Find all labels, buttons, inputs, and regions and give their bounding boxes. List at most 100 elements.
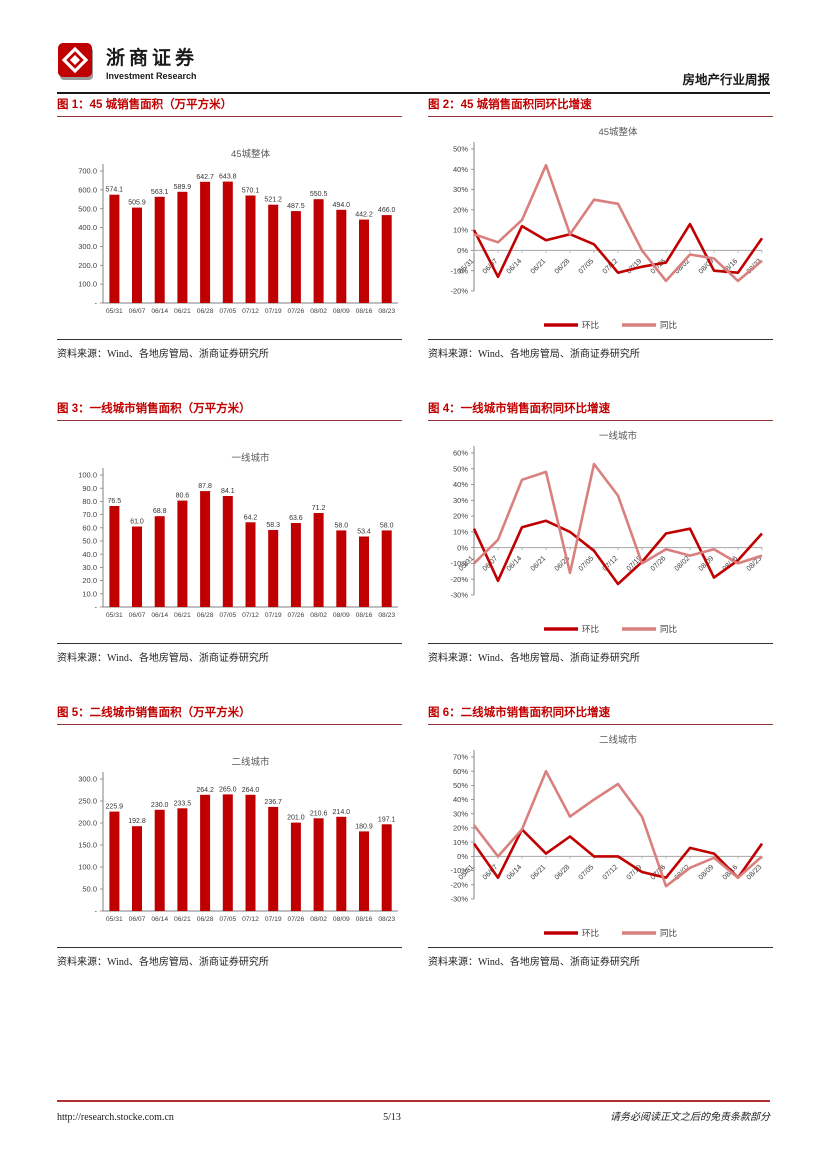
bar-value-label: 58.0 <box>380 522 394 529</box>
y-tick-label: 70% <box>453 753 468 762</box>
legend-label: 同比 <box>660 320 677 330</box>
x-tick-label: 08/09 <box>333 612 350 619</box>
y-tick-label: 100.0 <box>78 471 97 480</box>
chart-title: 45城整体 <box>598 126 638 138</box>
x-tick-label: 08/02 <box>310 612 327 619</box>
x-tick-label: 08/23 <box>378 612 395 619</box>
y-tick-label: 400.0 <box>78 223 97 232</box>
y-tick-label: 100.0 <box>78 863 97 872</box>
bar-value-label: 201.0 <box>287 815 305 822</box>
bar-chart: 45城整体 - 100.0 200.0 300.0 400.0 500.0 600.0 700.… <box>78 148 398 315</box>
bar-chart: 一线城市 - 10.0 20.0 30.0 40.0 50.0 60.0 70.0 80.0 90.… <box>78 452 398 619</box>
x-tick-label: 06/14 <box>504 862 523 881</box>
x-tick-label: 07/26 <box>288 916 305 923</box>
x-tick-label: 07/05 <box>219 612 236 619</box>
y-tick-label: 20% <box>453 824 468 833</box>
bar <box>313 513 324 607</box>
y-tick-label: 200.0 <box>78 819 97 828</box>
bar-value-label: 236.7 <box>264 799 282 806</box>
y-tick-label: 50.0 <box>82 885 97 894</box>
figure-chart: 二线城市 - 50.0 100.0 150.0 200.0 250.0 300.0 225.9 1… <box>57 725 402 945</box>
y-tick-label: 10% <box>453 226 468 235</box>
y-tick-label: 0% <box>457 543 468 552</box>
y-tick-label: 50% <box>453 781 468 790</box>
bar <box>290 523 301 607</box>
bar-value-label: 53.4 <box>357 529 371 536</box>
line-series-同比 <box>472 769 763 888</box>
bar-value-label: 487.5 <box>287 203 305 210</box>
bar-value-label: 192.8 <box>128 818 146 825</box>
y-tick-label: -30% <box>450 895 468 904</box>
bar-value-label: 84.1 <box>221 488 235 495</box>
y-tick-label: 70.0 <box>82 510 97 519</box>
y-tick-label: 80.0 <box>82 497 97 506</box>
y-tick-label: 40.0 <box>82 550 97 559</box>
line-chart: 一线城市-30%-20%-10%0%10%20%30%40%50%60%05/3… <box>450 430 763 634</box>
brand-subtitle: Investment Research <box>106 71 197 81</box>
bar-value-label: 214.0 <box>333 809 351 816</box>
x-tick-label: 07/05 <box>219 308 236 315</box>
line-series-同比 <box>473 163 763 283</box>
bar <box>381 530 392 607</box>
y-tick-label: 60.0 <box>82 523 97 532</box>
bar <box>200 491 211 607</box>
bar-value-label: 58.0 <box>334 522 348 529</box>
x-tick-label: 07/12 <box>242 612 259 619</box>
bar-value-label: 563.1 <box>151 189 169 196</box>
bar <box>359 831 369 911</box>
bar <box>200 181 211 303</box>
x-tick-label: 06/07 <box>129 612 146 619</box>
figure-caption: 图 2：45 城销售面积同环比增速 <box>428 96 773 117</box>
x-tick-label: 06/21 <box>528 256 547 275</box>
bar <box>268 204 279 303</box>
y-tick-label: 90.0 <box>82 484 97 493</box>
brand-name: 浙商证券 <box>106 48 199 69</box>
y-tick-label: 30% <box>453 809 468 818</box>
y-tick-label: -20% <box>450 287 468 296</box>
x-tick-label: 07/19 <box>265 916 282 923</box>
legend-label: 环比 <box>582 624 599 634</box>
y-tick-label: 40% <box>453 165 468 174</box>
legend-label: 环比 <box>582 928 599 938</box>
bar <box>359 536 369 607</box>
bar <box>154 516 165 607</box>
y-tick-label: 20% <box>453 512 468 521</box>
figure-source: 资料来源：Wind、各地房管局、浙商证券研究所 <box>57 643 402 664</box>
bar-value-label: 642.7 <box>196 174 214 181</box>
x-tick-label: 08/02 <box>310 308 327 315</box>
x-tick-label: 08/16 <box>356 612 373 619</box>
bar-value-label: 197.1 <box>378 816 396 823</box>
x-tick-label: 05/31 <box>106 916 123 923</box>
bar <box>132 207 142 303</box>
bar-value-label: 521.2 <box>264 197 282 204</box>
research-url-link[interactable]: http://research.stocke.com.cn <box>57 1112 174 1123</box>
x-tick-label: 07/05 <box>576 256 595 275</box>
x-tick-label: 08/09 <box>333 308 350 315</box>
y-tick-label: 300.0 <box>78 242 97 251</box>
bar-value-label: 87.8 <box>198 483 212 490</box>
bar-value-label: 210.6 <box>310 810 328 817</box>
x-tick-label: 07/26 <box>288 612 305 619</box>
bar-value-label: 63.6 <box>289 515 303 522</box>
line-chart: 二线城市 -30% -20% -10% 0% 10% 20% 30% 40% 50% 60% 70% 0… <box>450 734 763 938</box>
bar <box>245 522 256 607</box>
x-tick-label: 06/28 <box>552 862 571 881</box>
bar-value-label: 80.6 <box>176 493 190 500</box>
bar-value-label: 494.0 <box>333 202 351 209</box>
y-tick-label: - <box>95 299 98 308</box>
bar <box>109 194 120 303</box>
x-tick-label: 06/07 <box>129 308 146 315</box>
bar <box>109 506 120 607</box>
y-tick-label: 700.0 <box>78 167 97 176</box>
x-tick-label: 07/12 <box>242 308 259 315</box>
line-series-同比 <box>473 462 763 575</box>
bar-value-label: 643.8 <box>219 174 237 181</box>
bar <box>177 808 188 911</box>
y-tick-label: 50.0 <box>82 537 97 546</box>
line-chart: 45城整体-20%-10%0%10%20%30%40%50%05/31 06/07… <box>450 126 764 330</box>
figure-chart: 一线城市 -30% -20% -10% 0% 10% 20% 30% 40% 50% 60% 05/3… <box>428 421 773 641</box>
x-tick-label: 07/05 <box>576 554 595 573</box>
line-series-环比 <box>472 222 764 279</box>
bar <box>154 196 165 303</box>
